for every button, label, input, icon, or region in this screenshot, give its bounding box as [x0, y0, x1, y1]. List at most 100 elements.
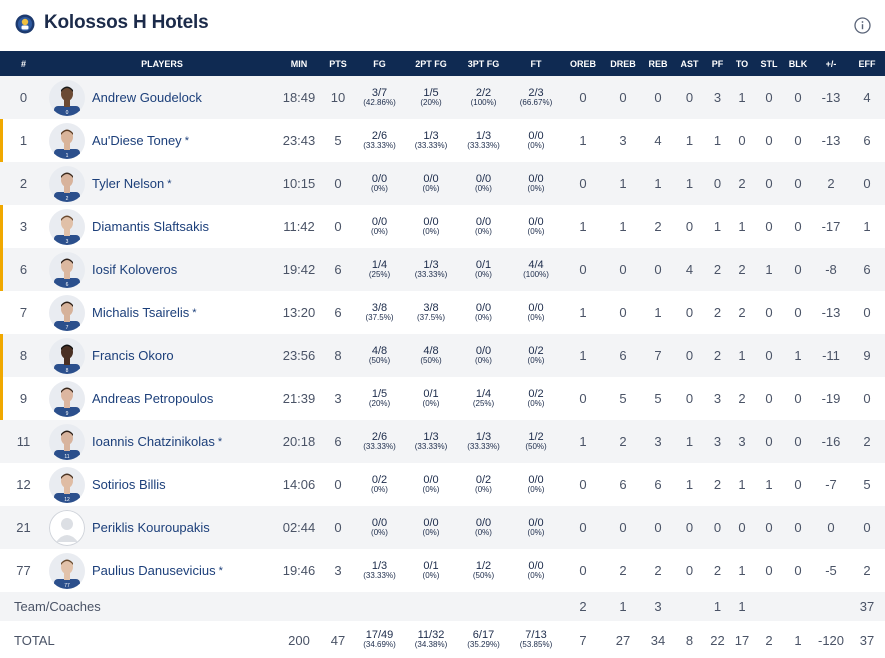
player-row[interactable]: 21 Periklis Kouroupakis 02:44 0 0/0 (0%) … [0, 506, 885, 549]
three-point-fg-percentage: (50%) [472, 570, 495, 580]
player-row[interactable]: 6 6 Iosif Koloveros 19:42 6 1/4 (25%) 1/3… [0, 248, 885, 291]
player-row[interactable]: 12 12 Sotirios Billis 14:06 0 0/2 (0%) 0/… [0, 463, 885, 506]
free-throws-made-attempted: 0/0 [528, 172, 544, 185]
player-name-link[interactable]: Andrew Goudelock [92, 90, 202, 105]
two-point-fg: 0/0 (0%) [404, 205, 458, 248]
starter-indicator [0, 205, 3, 248]
player-name-link[interactable]: Au'Diese Toney [92, 133, 182, 148]
player-name-link[interactable]: Ioannis Chatzinikolas [92, 434, 215, 449]
steals [755, 592, 783, 621]
player-name-link[interactable]: Francis Okoro [92, 348, 174, 363]
three-point-fg-made-attempted: 1/3 [475, 430, 492, 443]
free-throws-percentage: (66.67%) [519, 97, 553, 107]
player-name-link[interactable]: Periklis Kouroupakis [92, 520, 210, 535]
column-header-ft[interactable]: FT [530, 58, 542, 69]
column-header-reb[interactable]: REB [648, 58, 668, 69]
player-row[interactable]: 1 1 Au'Diese Toney * 23:43 5 2/6 (33.33%) … [0, 119, 885, 162]
defensive-rebounds: 0 [619, 90, 627, 105]
column-header-min[interactable]: MIN [290, 58, 308, 69]
free-throws: 1/2 (50%) [509, 420, 563, 463]
field-goals-made-attempted: 0/0 [371, 172, 388, 185]
free-throws: 2/3 (66.67%) [509, 76, 563, 119]
offensive-rebounds: 1 [579, 219, 587, 234]
player-cell: 3 Diamantis Slaftsakis [47, 205, 277, 248]
efficiency: 9 [863, 348, 871, 363]
player-row[interactable]: 8 8 Francis Okoro 23:56 8 4/8 (50%) 4/8 (… [0, 334, 885, 377]
points: 0 [334, 219, 342, 234]
player-row[interactable]: 0 0 Andrew Goudelock 18:49 10 3/7 (42.86%… [0, 76, 885, 119]
column-header-blk[interactable]: BLK [788, 58, 808, 69]
column-header-pf[interactable]: PF [711, 58, 724, 69]
efficiency: 1 [863, 219, 871, 234]
player-name-link[interactable]: Andreas Petropoulos [92, 391, 214, 406]
two-point-fg: 1/5 (20%) [404, 76, 458, 119]
player-row[interactable]: 3 3 Diamantis Slaftsakis 11:42 0 0/0 (0%)… [0, 205, 885, 248]
two-point-fg-percentage: (37.5%) [416, 312, 445, 322]
column-header-pm[interactable]: +/- [825, 58, 837, 69]
column-header-num[interactable]: # [20, 58, 26, 69]
efficiency: 0 [863, 305, 871, 320]
efficiency: 2 [863, 434, 871, 449]
blocks: 0 [794, 391, 802, 406]
plus-minus: -5 [825, 563, 837, 578]
blocks: 1 [794, 348, 802, 363]
column-header-ast[interactable]: AST [680, 58, 699, 69]
offensive-rebounds: 1 [579, 305, 587, 320]
player-avatar [49, 509, 85, 546]
column-header-fg2[interactable]: 2PT FG [415, 58, 447, 69]
column-header-dreb[interactable]: DREB [610, 58, 636, 69]
column-header-oreb[interactable]: OREB [569, 58, 596, 69]
star-marker: * [192, 306, 197, 319]
column-header-pts[interactable]: PTS [329, 58, 347, 69]
column-header-player[interactable]: PLAYERS [141, 58, 183, 69]
two-point-fg-percentage: (50%) [420, 355, 442, 365]
efficiency: 0 [863, 176, 871, 191]
three-point-fg: 0/0 (0%) [458, 291, 509, 334]
rebounds: 1 [654, 176, 662, 191]
player-name-link[interactable]: Sotirios Billis [92, 477, 166, 492]
three-point-fg: 1/2 (50%) [458, 549, 509, 592]
assists: 4 [685, 262, 694, 277]
player-row[interactable]: 11 11 Ioannis Chatzinikolas * 20:18 6 2/6 … [0, 420, 885, 463]
column-header-fg3[interactable]: 3PT FG [467, 58, 500, 69]
defensive-rebounds: 0 [619, 305, 627, 320]
player-row[interactable]: 77 77 Paulius Danusevicius * 19:46 3 1/3 (… [0, 549, 885, 592]
column-header-fg[interactable]: FG [373, 58, 386, 69]
free-throws: 0/0 (0%) [509, 119, 563, 162]
field-goals: 0/0 (0%) [355, 205, 404, 248]
player-name-link[interactable]: Tyler Nelson [92, 176, 165, 191]
steals: 1 [765, 262, 773, 277]
player-name-link[interactable]: Paulius Danusevicius [92, 563, 216, 578]
player-name-link[interactable]: Michalis Tsairelis [92, 305, 190, 320]
assists: 1 [685, 133, 694, 148]
player-row[interactable]: 9 9 Andreas Petropoulos 21:39 3 1/5 (20%)… [0, 377, 885, 420]
column-header-eff[interactable]: EFF [858, 58, 876, 69]
jersey-number: 3 [0, 205, 47, 248]
player-name-link[interactable]: Diamantis Slaftsakis [92, 219, 210, 234]
column-header-stl[interactable]: STL [760, 58, 778, 69]
starter-indicator [0, 119, 3, 162]
info-icon[interactable] [854, 17, 871, 34]
defensive-rebounds: 1 [619, 176, 627, 191]
blocks: 0 [794, 477, 802, 492]
column-header-to[interactable]: TO [735, 58, 749, 69]
jersey-number-text: 77 [16, 563, 31, 578]
player-row[interactable]: 7 7 Michalis Tsairelis * 13:20 6 3/8 (37.5… [0, 291, 885, 334]
blocks: 0 [794, 262, 802, 277]
two-point-fg-made-attempted: 1/3 [423, 430, 439, 443]
player-name-link[interactable]: Iosif Koloveros [92, 262, 178, 277]
two-point-fg-percentage: (20%) [420, 97, 442, 107]
free-throws: 7/13 (53.85%) [509, 621, 563, 658]
blocks: 0 [794, 219, 802, 234]
free-throws-made-attempted: 0/0 [528, 559, 544, 572]
field-goals-made-attempted: 0/2 [371, 473, 388, 486]
plus-minus: -13 [821, 133, 841, 148]
player-avatar: 7 [49, 294, 85, 331]
three-point-fg-percentage: (100%) [470, 97, 497, 107]
assists: 1 [685, 176, 694, 191]
personal-fouls: 1 [713, 219, 722, 234]
jersey-number-text: 8 [19, 348, 28, 363]
player-row[interactable]: 2 2 Tyler Nelson * 10:15 0 0/0 (0%) 0/0 (0… [0, 162, 885, 205]
blocks: 0 [794, 434, 802, 449]
plus-minus: -13 [821, 305, 841, 320]
